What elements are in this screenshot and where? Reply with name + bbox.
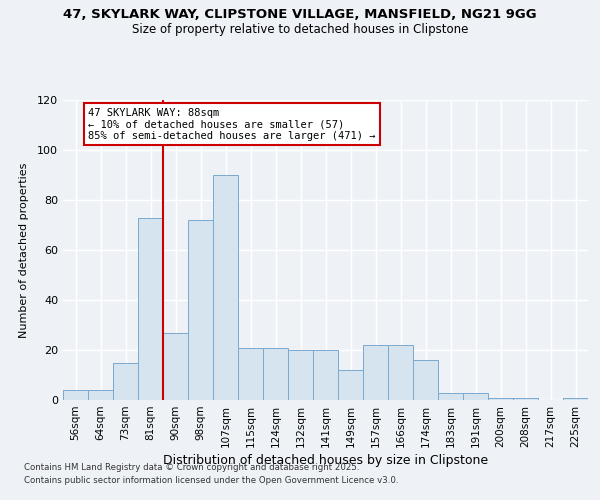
Bar	[288, 350, 313, 400]
Bar	[88, 390, 113, 400]
Y-axis label: Number of detached properties: Number of detached properties	[19, 162, 29, 338]
Bar	[238, 348, 263, 400]
X-axis label: Distribution of detached houses by size in Clipstone: Distribution of detached houses by size …	[163, 454, 488, 467]
Bar	[138, 218, 163, 400]
Bar	[163, 332, 188, 400]
Bar	[363, 345, 388, 400]
Bar	[413, 360, 438, 400]
Text: Size of property relative to detached houses in Clipstone: Size of property relative to detached ho…	[132, 22, 468, 36]
Bar	[488, 398, 513, 400]
Bar	[213, 175, 238, 400]
Text: Contains public sector information licensed under the Open Government Licence v3: Contains public sector information licen…	[24, 476, 398, 485]
Bar	[388, 345, 413, 400]
Text: 47 SKYLARK WAY: 88sqm
← 10% of detached houses are smaller (57)
85% of semi-deta: 47 SKYLARK WAY: 88sqm ← 10% of detached …	[88, 108, 376, 140]
Bar	[313, 350, 338, 400]
Bar	[463, 392, 488, 400]
Bar	[513, 398, 538, 400]
Bar	[438, 392, 463, 400]
Bar	[263, 348, 288, 400]
Bar	[563, 398, 588, 400]
Bar	[188, 220, 213, 400]
Bar	[63, 390, 88, 400]
Bar	[113, 362, 138, 400]
Text: 47, SKYLARK WAY, CLIPSTONE VILLAGE, MANSFIELD, NG21 9GG: 47, SKYLARK WAY, CLIPSTONE VILLAGE, MANS…	[63, 8, 537, 20]
Text: Contains HM Land Registry data © Crown copyright and database right 2025.: Contains HM Land Registry data © Crown c…	[24, 462, 359, 471]
Bar	[338, 370, 363, 400]
